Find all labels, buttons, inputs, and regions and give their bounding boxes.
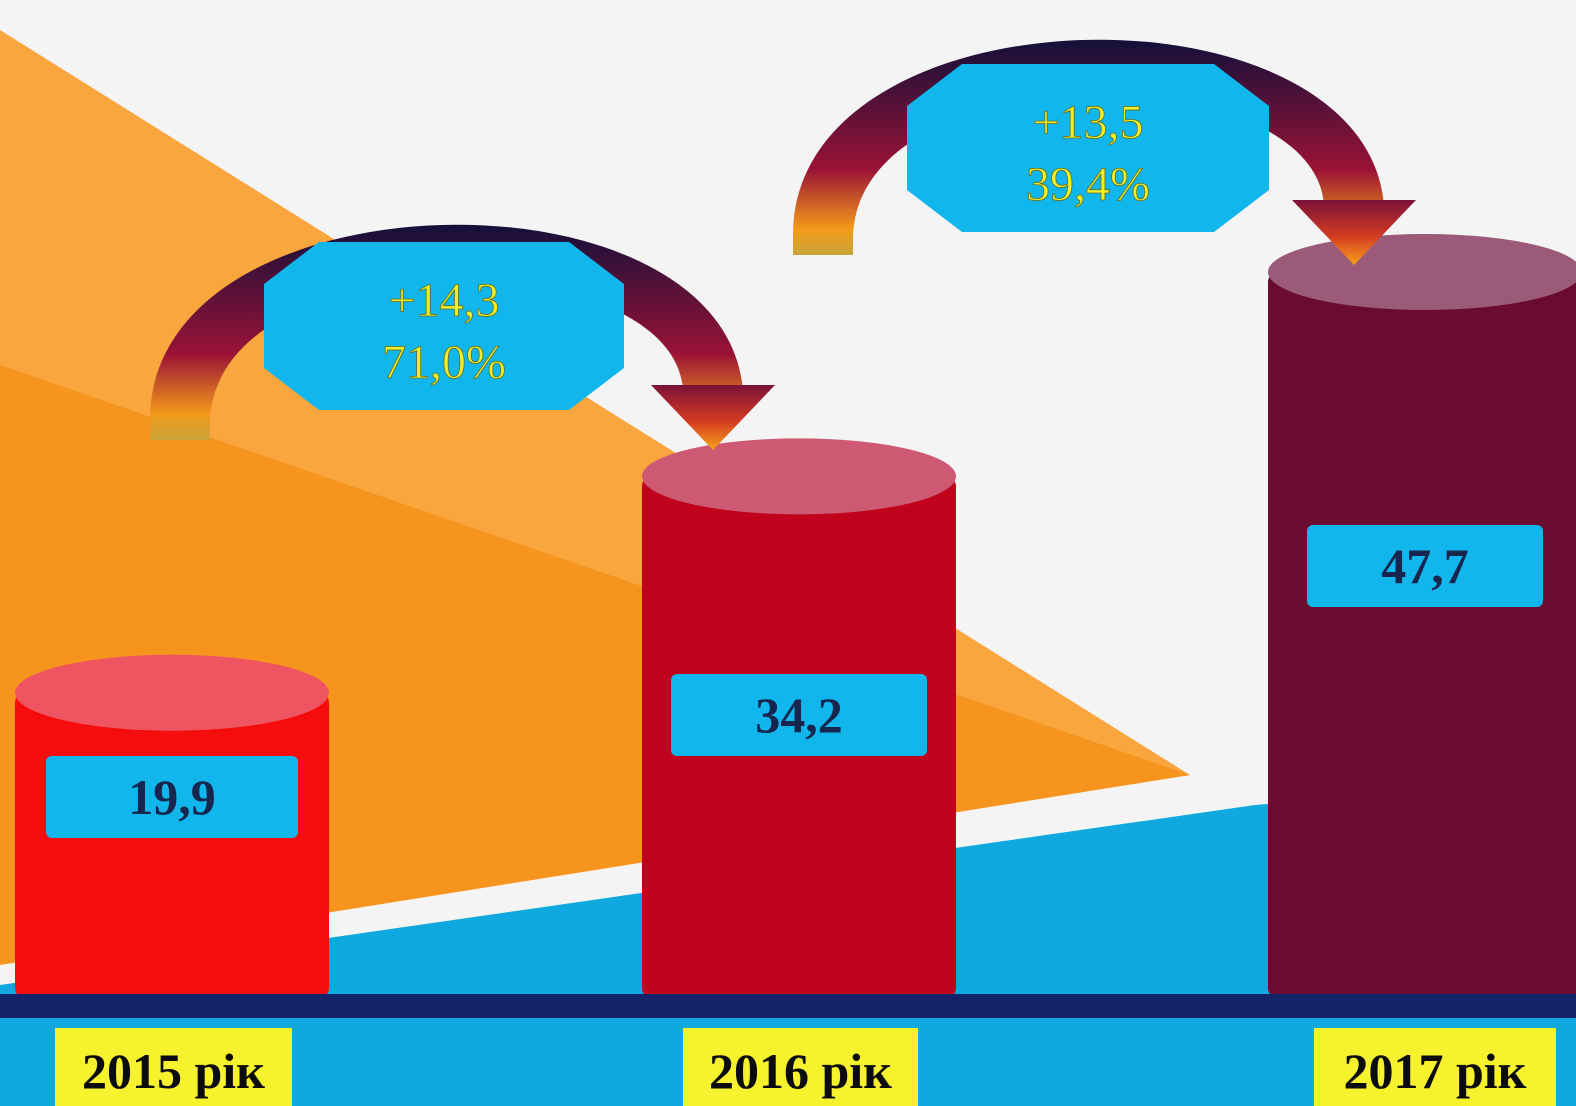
change-badge [264,242,624,410]
x-tick-label: 2015 рік [82,1043,265,1099]
change-arrow-2: +13,5 39,4% [793,39,1416,265]
bar-2: 34,2 [642,438,956,999]
value-label-box [671,674,927,756]
value-label: 47,7 [1381,538,1469,594]
arrow-head [1292,200,1416,265]
change-absolute-label: +14,3 [388,274,499,327]
bar-1: 19,9 [15,654,329,998]
x-axis-labels: 2015 рік 2016 рік 2017 рік [55,1028,1556,1106]
change-arrow-1: +14,3 71,0% [150,224,775,450]
x-tick-label: 2017 рік [1343,1043,1526,1099]
x-tick-label-box [683,1028,918,1106]
value-label-box [1307,525,1543,607]
x-axis-line [0,994,1576,1018]
value-label: 34,2 [755,687,843,743]
x-tick-label: 2016 рік [709,1043,892,1099]
x-tick-label-box [1314,1028,1556,1106]
change-percent-label: 71,0% [382,336,506,389]
change-absolute-label: +13,5 [1032,96,1143,149]
bar-body [1268,272,1576,998]
x-tick-1: 2015 рік [55,1028,292,1106]
bars: 19,9 34,2 47,7 [15,234,1576,999]
x-tick-3: 2017 рік [1314,1028,1556,1106]
value-label: 19,9 [128,769,216,825]
x-tick-2: 2016 рік [683,1028,918,1106]
bar-top [642,438,956,515]
change-badge [907,64,1269,232]
bar-top [15,654,329,731]
bar-3: 47,7 [1268,234,1576,998]
arrow-head [651,385,775,450]
change-percent-label: 39,4% [1026,158,1150,211]
bar-top [1268,234,1576,310]
x-tick-label-box [55,1028,292,1106]
change-arrows: +14,3 71,0% +13,5 39,4% [150,39,1416,450]
value-label-box [46,756,298,838]
bar-body [15,692,329,998]
